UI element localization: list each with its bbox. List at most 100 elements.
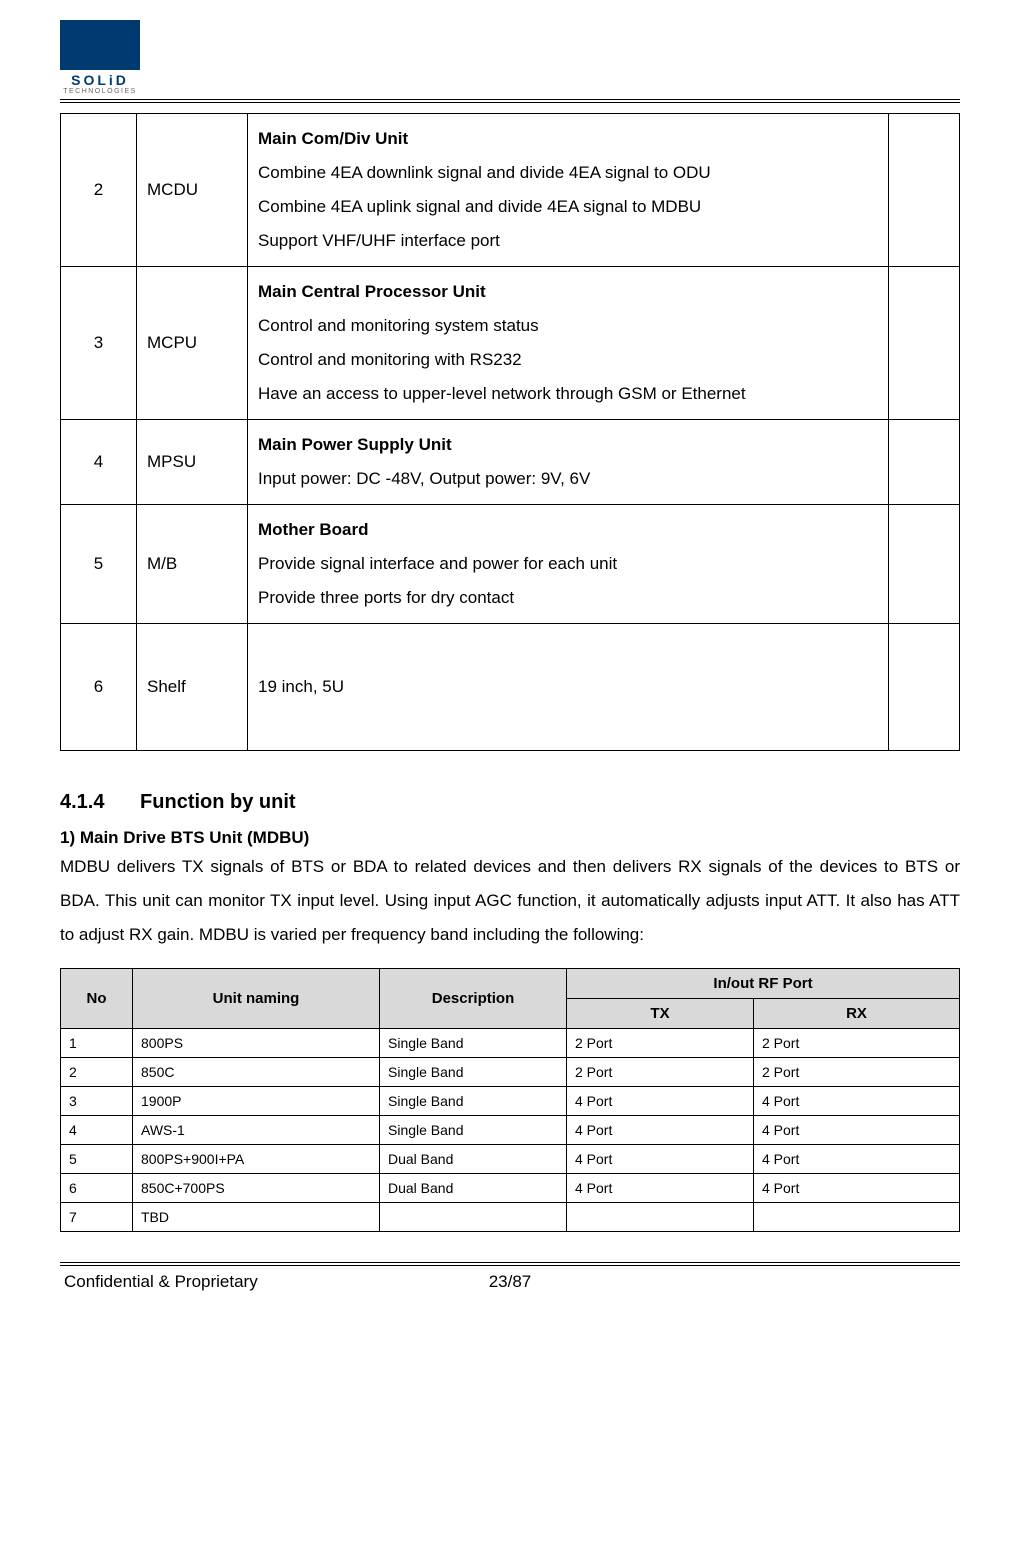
rf-cell: 4 Port (567, 1116, 754, 1145)
footer-rule (60, 1262, 960, 1266)
header-rule (60, 99, 960, 103)
row-no: 3 (61, 267, 137, 420)
row-no: 4 (61, 420, 137, 505)
row-unit-name: MCPU (137, 267, 248, 420)
mdbu-paragraph: MDBU delivers TX signals of BTS or BDA t… (60, 850, 960, 952)
rf-cell: 1900P (133, 1087, 380, 1116)
row-desc-line: Control and monitoring system status (258, 309, 878, 343)
rf-header-cell: TX (567, 999, 754, 1029)
row-empty (889, 505, 960, 624)
rf-cell: 2 Port (754, 1029, 960, 1058)
row-description: Mother BoardProvide signal interface and… (248, 505, 889, 624)
row-desc-line: Provide signal interface and power for e… (258, 547, 878, 581)
rf-cell: 3 (61, 1087, 133, 1116)
rf-cell: 2 (61, 1058, 133, 1087)
rf-cell: Dual Band (380, 1174, 567, 1203)
logo: SOLiD TECHNOLOGIES (60, 20, 140, 95)
rf-row: 1800PSSingle Band2 Port2 Port (61, 1029, 960, 1058)
row-no: 5 (61, 505, 137, 624)
rf-cell: 4 Port (567, 1174, 754, 1203)
rf-cell (567, 1203, 754, 1232)
rf-cell: TBD (133, 1203, 380, 1232)
rf-header-cell: RX (754, 999, 960, 1029)
logo-sub: TECHNOLOGIES (60, 88, 140, 95)
table-row: 3MCPUMain Central Processor UnitControl … (61, 267, 960, 420)
rf-cell (754, 1203, 960, 1232)
row-desc-line: Input power: DC -48V, Output power: 9V, … (258, 462, 878, 496)
row-description: Main Power Supply UnitInput power: DC -4… (248, 420, 889, 505)
rf-cell: Single Band (380, 1058, 567, 1087)
row-empty (889, 624, 960, 751)
logo-brand: SOLiD (60, 72, 140, 88)
rf-cell (380, 1203, 567, 1232)
footer-left: Confidential & Proprietary (64, 1272, 361, 1292)
row-desc-line: Have an access to upper-level network th… (258, 377, 878, 411)
table-row: 6Shelf 19 inch, 5U (61, 624, 960, 751)
row-desc-line: Combine 4EA uplink signal and divide 4EA… (258, 190, 878, 224)
rf-cell: Dual Band (380, 1145, 567, 1174)
row-desc-title: Main Power Supply Unit (258, 428, 878, 462)
row-desc-title: Mother Board (258, 513, 878, 547)
rf-cell: 6 (61, 1174, 133, 1203)
row-desc-title: Main Com/Div Unit (258, 122, 878, 156)
rf-header-cell: Unit naming (133, 969, 380, 1029)
rf-cell: Single Band (380, 1029, 567, 1058)
row-desc-line: Support VHF/UHF interface port (258, 224, 878, 258)
rf-cell: 850C+700PS (133, 1174, 380, 1203)
rf-cell: 4 Port (567, 1145, 754, 1174)
section-number: 4.1.4 (60, 791, 104, 813)
row-desc-line: Control and monitoring with RS232 (258, 343, 878, 377)
row-desc-line: Provide three ports for dry contact (258, 581, 878, 615)
rf-header-cell: Description (380, 969, 567, 1029)
row-description: Main Central Processor UnitControl and m… (248, 267, 889, 420)
rf-cell: 4 Port (754, 1145, 960, 1174)
footer: Confidential & Proprietary 23/87 (60, 1272, 960, 1292)
rf-cell: 4 Port (754, 1116, 960, 1145)
row-unit-name: MCDU (137, 114, 248, 267)
rf-cell: 7 (61, 1203, 133, 1232)
rf-cell: 2 Port (567, 1058, 754, 1087)
rf-cell: 800PS+900I+PA (133, 1145, 380, 1174)
rf-row: 2850CSingle Band2 Port2 Port (61, 1058, 960, 1087)
rf-cell: Single Band (380, 1116, 567, 1145)
rf-header-cell: No (61, 969, 133, 1029)
rf-port-table: NoUnit namingDescriptionIn/out RF PortTX… (60, 968, 960, 1232)
row-desc-line: Combine 4EA downlink signal and divide 4… (258, 156, 878, 190)
table-row: 5M/BMother BoardProvide signal interface… (61, 505, 960, 624)
rf-row: 6850C+700PSDual Band4 Port4 Port (61, 1174, 960, 1203)
table-row: 4MPSUMain Power Supply UnitInput power: … (61, 420, 960, 505)
row-no: 6 (61, 624, 137, 751)
rf-cell: 5 (61, 1145, 133, 1174)
rf-cell: 1 (61, 1029, 133, 1058)
logo-square (60, 20, 140, 70)
rf-cell: 850C (133, 1058, 380, 1087)
footer-right (659, 1272, 956, 1292)
row-description: Main Com/Div UnitCombine 4EA downlink si… (248, 114, 889, 267)
section-title: Function by unit (140, 791, 296, 813)
rf-cell: 4 (61, 1116, 133, 1145)
rf-cell: AWS-1 (133, 1116, 380, 1145)
rf-row: 31900PSingle Band4 Port4 Port (61, 1087, 960, 1116)
row-unit-name: M/B (137, 505, 248, 624)
rf-cell: Single Band (380, 1087, 567, 1116)
rf-header-row: NoUnit namingDescriptionIn/out RF Port (61, 969, 960, 999)
footer-center: 23/87 (361, 1272, 658, 1292)
rf-row: 7TBD (61, 1203, 960, 1232)
rf-row: 5800PS+900I+PADual Band4 Port4 Port (61, 1145, 960, 1174)
units-table: 2MCDUMain Com/Div UnitCombine 4EA downli… (60, 113, 960, 751)
rf-row: 4AWS-1Single Band4 Port4 Port (61, 1116, 960, 1145)
row-desc-line: 19 inch, 5U (258, 670, 878, 704)
rf-cell: 4 Port (754, 1174, 960, 1203)
row-description: 19 inch, 5U (248, 624, 889, 751)
rf-cell: 4 Port (754, 1087, 960, 1116)
section-heading: 4.1.4 Function by unit (60, 791, 960, 814)
table-row: 2MCDUMain Com/Div UnitCombine 4EA downli… (61, 114, 960, 267)
rf-cell: 800PS (133, 1029, 380, 1058)
rf-cell: 2 Port (567, 1029, 754, 1058)
row-no: 2 (61, 114, 137, 267)
row-unit-name: Shelf (137, 624, 248, 751)
rf-header-cell: In/out RF Port (567, 969, 960, 999)
rf-cell: 4 Port (567, 1087, 754, 1116)
row-desc-title: Main Central Processor Unit (258, 275, 878, 309)
row-unit-name: MPSU (137, 420, 248, 505)
